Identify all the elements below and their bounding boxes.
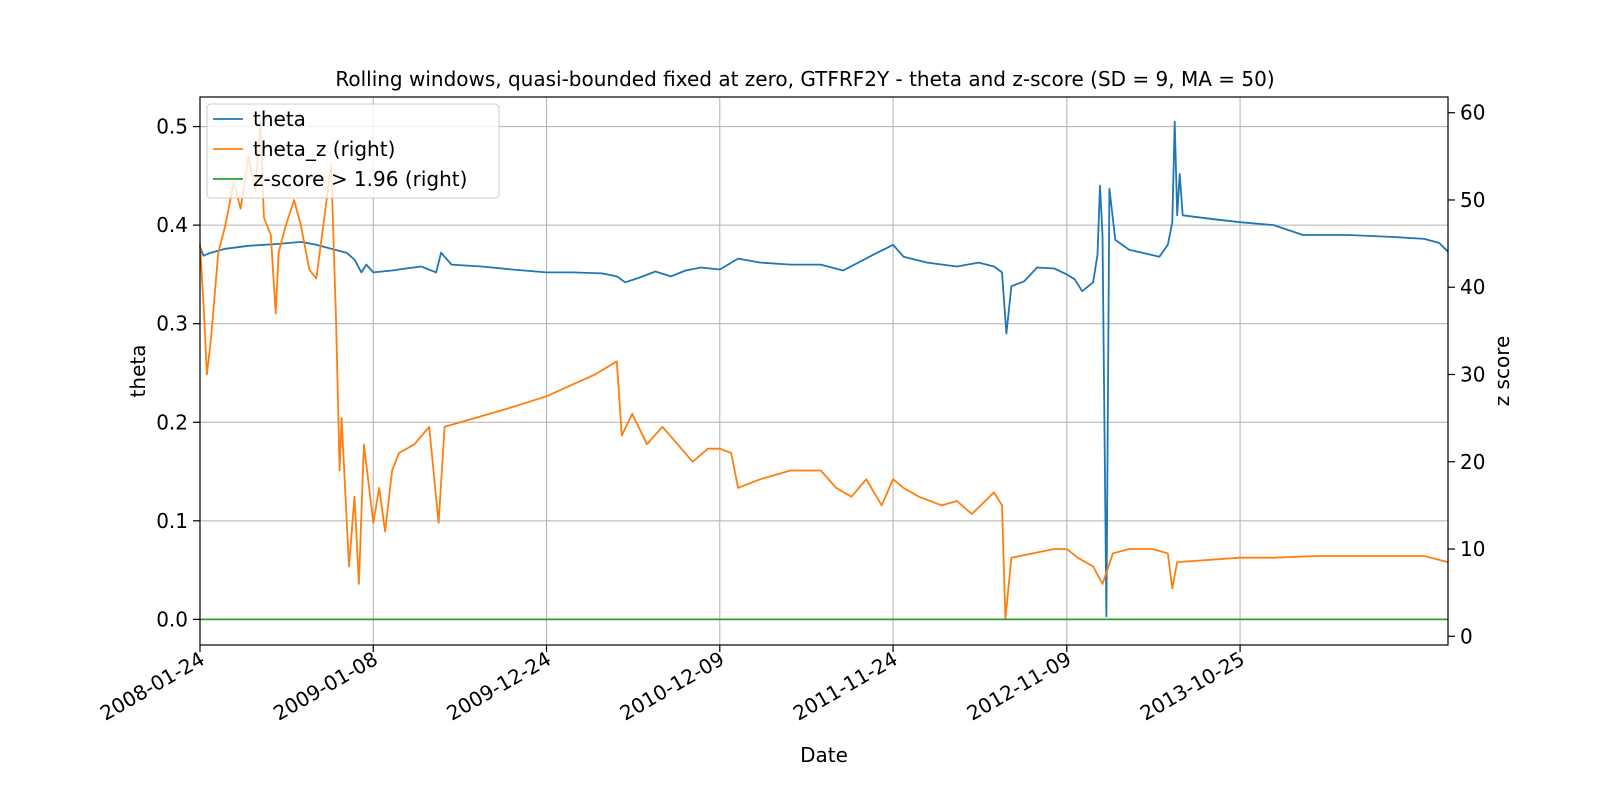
y-tick-label: 0.3 <box>156 312 188 336</box>
x-tick-label: 2013-10-25 <box>1136 647 1249 726</box>
legend-box <box>206 103 500 199</box>
y-axis-left: 0.0 0.1 0.2 0.3 0.4 0.5 <box>156 115 200 631</box>
y-tick-label: 0.0 <box>156 607 188 631</box>
series-line-theta-z-right <box>199 120 1449 620</box>
x-axis-label: Date <box>800 743 848 767</box>
y-tick-label: 0.2 <box>156 410 188 434</box>
y-tick-label: 0.5 <box>156 115 188 139</box>
y-tick-label: 0.4 <box>156 213 188 237</box>
y-right-tick-label: 50 <box>1460 188 1485 212</box>
y-axis-right-label: z score <box>1490 336 1514 407</box>
y-right-tick-label: 0 <box>1460 624 1473 648</box>
y-right-tick-label: 10 <box>1460 537 1485 561</box>
plot-lines <box>199 120 1449 621</box>
y-right-tick-label: 40 <box>1460 275 1485 299</box>
x-tick-label: 2008-01-24 <box>96 647 209 726</box>
x-tick-label: 2010-12-09 <box>616 647 729 726</box>
y-right-tick-label: 60 <box>1460 101 1485 125</box>
legend-label: theta_z (right) <box>253 137 395 161</box>
y-tick-label: 0.1 <box>156 509 188 533</box>
plot-frame <box>199 96 1449 646</box>
x-axis: 2008-01-24 2009-01-08 2009-12-24 2010-12-09… <box>96 645 1249 725</box>
legend: theta theta_z (right) z-score > 1.96 (righ… <box>206 103 500 199</box>
y-right-tick-label: 20 <box>1460 450 1485 474</box>
x-tick-label: 2011-11-24 <box>789 647 902 726</box>
legend-label: z-score > 1.96 (right) <box>253 167 467 191</box>
chart-title: Rolling windows, quasi-bounded fixed at … <box>335 67 1274 91</box>
series-line-theta <box>199 120 1449 618</box>
x-tick-label: 2012-11-09 <box>963 647 1076 726</box>
y-right-tick-label: 30 <box>1460 362 1485 386</box>
legend-label: theta <box>253 107 306 131</box>
x-tick-label: 2009-12-24 <box>442 647 555 726</box>
y-axis-right: 0 10 20 30 40 50 60 <box>1448 101 1485 648</box>
y-axis-label: theta <box>126 345 150 398</box>
x-tick-label: 2009-01-08 <box>269 647 382 726</box>
